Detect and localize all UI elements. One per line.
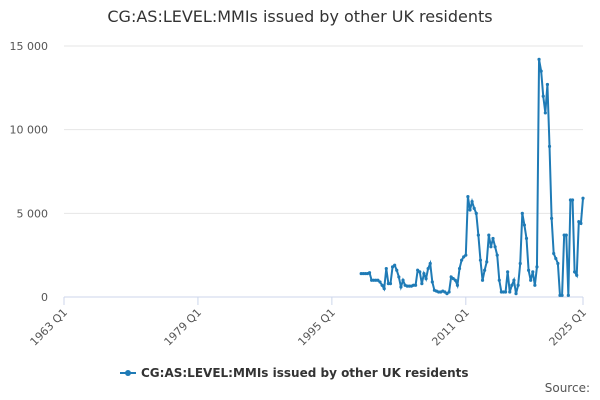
chart-title: CG:AS:LEVEL:MMIs issued by other UK resi…	[107, 7, 492, 26]
point	[424, 276, 428, 281]
point	[367, 271, 372, 275]
point	[518, 261, 522, 266]
point	[483, 268, 487, 272]
point	[564, 233, 568, 237]
point	[388, 282, 393, 286]
point	[524, 236, 529, 241]
point	[514, 292, 518, 296]
y-tick-label: 0	[41, 291, 48, 304]
point	[556, 261, 560, 266]
point	[495, 253, 499, 257]
point	[399, 285, 403, 289]
point	[460, 258, 464, 262]
point	[506, 270, 510, 274]
point	[426, 266, 430, 271]
point	[430, 280, 434, 284]
point	[413, 283, 418, 287]
point	[573, 270, 577, 274]
point	[420, 282, 424, 286]
point	[457, 266, 462, 271]
point	[447, 290, 451, 294]
x-tick-label: 2025 Q1	[547, 306, 590, 349]
x-tick-label: 2011 Q1	[429, 306, 472, 349]
point	[541, 94, 545, 98]
point	[422, 271, 426, 276]
point	[382, 287, 386, 291]
point	[384, 266, 388, 271]
point	[520, 211, 524, 215]
source: Source:	[545, 381, 590, 395]
point	[380, 283, 384, 287]
point	[537, 57, 541, 61]
point	[566, 293, 570, 297]
point	[487, 233, 491, 237]
series-line	[361, 59, 584, 297]
legend-marker	[125, 370, 131, 376]
point	[401, 278, 405, 282]
point	[547, 144, 552, 148]
point	[478, 258, 483, 262]
point	[455, 283, 460, 287]
point	[575, 273, 579, 277]
point	[468, 208, 472, 212]
point	[464, 253, 468, 257]
point	[493, 245, 497, 249]
point	[397, 275, 401, 279]
point	[378, 280, 382, 284]
point	[480, 278, 485, 282]
point	[497, 278, 501, 282]
point	[554, 256, 558, 261]
point	[485, 260, 489, 264]
point	[529, 278, 533, 282]
point	[418, 270, 422, 274]
point	[543, 111, 547, 115]
point	[522, 223, 527, 227]
point	[512, 278, 516, 282]
point	[503, 290, 508, 294]
x-tick-label: 1979 Q1	[162, 306, 205, 349]
point	[508, 290, 512, 294]
point	[531, 270, 535, 274]
y-tick-label: 5 000	[17, 207, 49, 220]
point	[539, 69, 543, 73]
y-tick-label: 10 000	[10, 124, 49, 137]
point	[393, 263, 397, 267]
legend-label: CG:AS:LEVEL:MMIs issued by other UK resi…	[141, 366, 469, 380]
point	[560, 293, 564, 297]
point	[476, 233, 480, 237]
point	[395, 268, 399, 272]
x-tick-label: 1995 Q1	[295, 306, 338, 349]
x-tick-label: 1963 Q1	[28, 306, 71, 349]
point	[526, 268, 531, 272]
point	[552, 251, 556, 256]
point	[510, 283, 514, 287]
point	[545, 82, 550, 87]
point	[491, 236, 495, 241]
point	[472, 206, 476, 210]
point	[470, 200, 474, 204]
point	[570, 198, 575, 202]
y-tick-label: 15 000	[10, 40, 49, 53]
point	[516, 283, 520, 287]
point	[579, 221, 583, 225]
point	[535, 265, 539, 269]
point	[581, 196, 585, 200]
point	[466, 195, 470, 199]
point	[453, 278, 457, 282]
point	[428, 261, 432, 266]
point	[533, 283, 537, 287]
point	[489, 245, 493, 249]
point	[550, 216, 554, 220]
point	[474, 211, 478, 215]
